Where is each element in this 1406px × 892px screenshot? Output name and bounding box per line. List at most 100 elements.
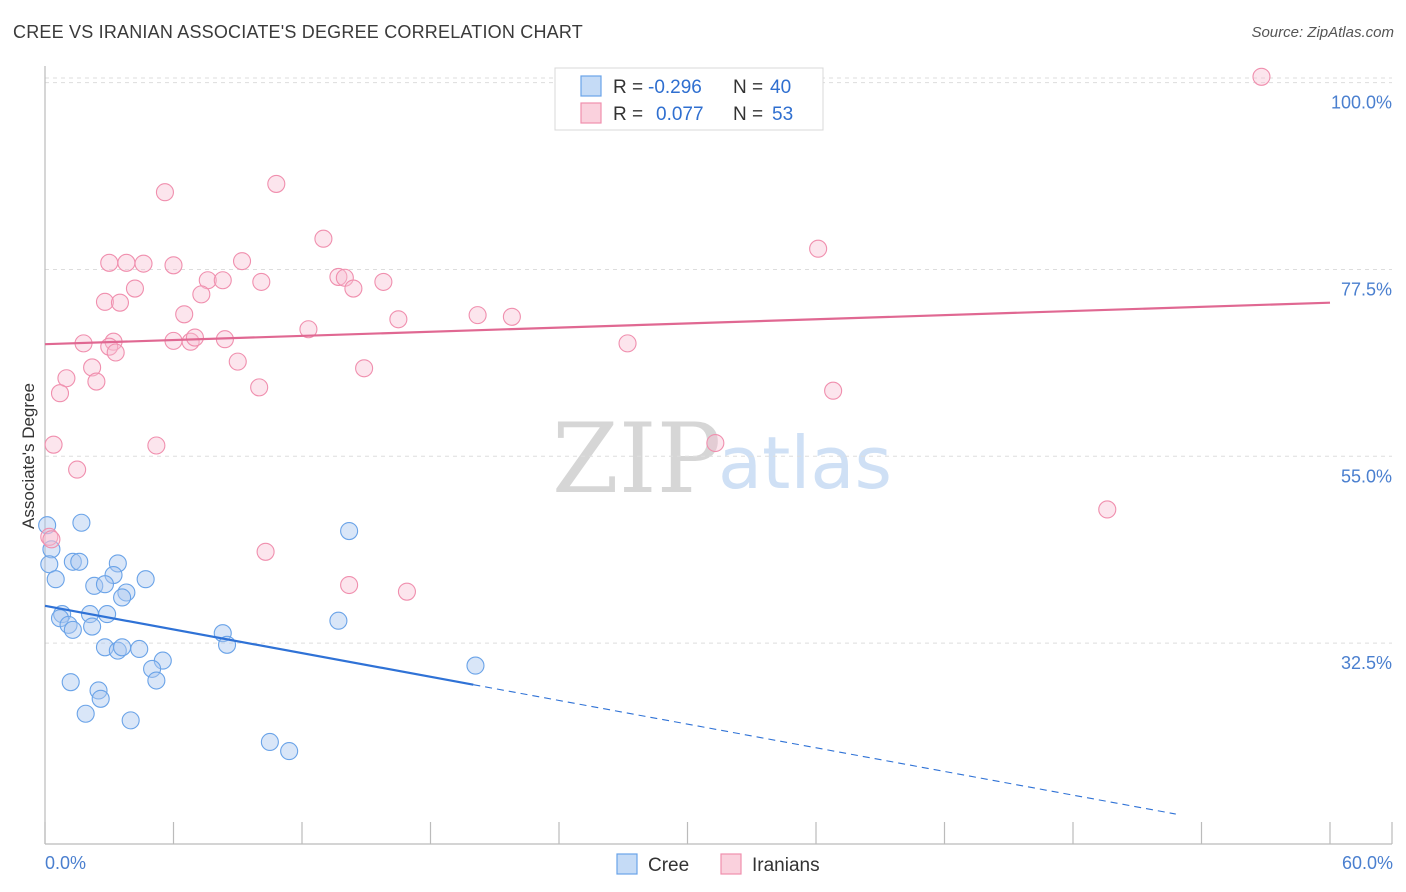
cree-point-0 — [38, 516, 57, 535]
iranians-point-7 — [134, 254, 153, 273]
cree-point-7 — [108, 554, 127, 573]
cree-trend-dashed — [473, 684, 1176, 815]
cree-point-23 — [113, 638, 132, 657]
bottom-legend: Cree Iranians — [616, 853, 820, 876]
iranians-point-38 — [57, 369, 76, 388]
iranians-point-48 — [40, 527, 59, 546]
legend-box: R = -0.296 N = 40 R = 0.077 N = 53 — [554, 67, 824, 131]
bottom-legend-iranians: Iranians — [752, 855, 820, 876]
bottom-legend-swatch-cree — [616, 853, 638, 875]
iranians-point-47 — [1098, 500, 1117, 519]
trend-lines — [44, 301, 1331, 815]
x-tick-label-max: 60.0% — [1342, 853, 1393, 873]
iranians-point-20 — [110, 293, 130, 312]
cree-point-28 — [143, 659, 162, 678]
iranians-point-21 — [175, 305, 194, 324]
cree-point-17 — [63, 620, 82, 639]
axes — [44, 66, 1393, 845]
iranians-point-42 — [824, 381, 843, 400]
cree-point-19 — [83, 617, 102, 636]
y-tick-labels: 32.5% 55.0% 77.5% 100.0% — [1331, 93, 1392, 674]
source-label: Source: ZipAtlas.com — [1251, 24, 1394, 41]
iranians-point-24 — [502, 307, 521, 326]
iranians-point-17 — [125, 279, 144, 298]
iranians-point-16 — [344, 279, 363, 298]
iranians-point-11 — [213, 271, 232, 290]
cree-point-2 — [40, 555, 59, 574]
x-tick-label-min: 0.0% — [45, 853, 86, 873]
iranians-point-13 — [329, 267, 348, 286]
iranians-point-3 — [314, 229, 333, 248]
iranians-point-4 — [809, 239, 828, 258]
cree-point-3 — [46, 570, 65, 589]
cree-point-5 — [63, 552, 82, 571]
cree-point-32 — [91, 689, 110, 708]
iranians-point-12 — [252, 272, 271, 291]
iranians-point-50 — [340, 575, 359, 595]
watermark-atlas: atlas — [718, 421, 892, 505]
cree-point-4 — [72, 513, 91, 532]
legend-cree-r-label: R = — [613, 77, 643, 98]
gridlines — [45, 77, 1392, 644]
iranians-point-46 — [68, 460, 87, 479]
cree-point-33 — [76, 704, 95, 723]
iranians-point-8 — [164, 256, 183, 275]
iranians-point-18 — [192, 285, 211, 304]
x-tick-labels: 0.0% 60.0% — [45, 853, 1393, 873]
iranians-point-33 — [618, 334, 637, 353]
cree-point-24 — [130, 639, 149, 659]
legend-iranians-r-label: R = — [613, 104, 643, 125]
iranians-point-27 — [185, 328, 204, 347]
iranians-point-51 — [397, 582, 416, 601]
cree-point-34 — [121, 711, 140, 730]
iranians-point-23 — [468, 306, 487, 325]
iranians-point-52 — [42, 530, 61, 549]
y-tick-label-3: 100.0% — [1331, 93, 1392, 113]
iranians-point-36 — [355, 359, 374, 378]
legend-cree-r-value: -0.296 — [648, 77, 702, 98]
iranians-trend-line — [44, 301, 1331, 346]
cree-point-38 — [280, 742, 299, 761]
iranians-point-41 — [250, 378, 269, 397]
bottom-legend-swatch-iranians — [720, 853, 742, 875]
iranians-point-44 — [147, 436, 166, 455]
cree-point-37 — [260, 732, 279, 752]
data-points — [38, 67, 1271, 761]
iranians-point-6 — [117, 253, 136, 272]
cree-point-9 — [136, 570, 155, 589]
iranians-point-19 — [95, 292, 115, 311]
iranians-point-35 — [83, 358, 102, 377]
iranians-point-45 — [706, 433, 725, 453]
legend-iranians-n-label: N = — [733, 104, 763, 125]
y-tick-label-0: 32.5% — [1341, 653, 1392, 673]
legend-cree-n-label: N = — [733, 77, 763, 98]
cree-point-35 — [340, 521, 359, 541]
iranians-point-0 — [1252, 67, 1271, 86]
y-axis-title: Associate's Degree — [19, 383, 38, 529]
legend-swatch-iranians — [580, 102, 602, 124]
y-tick-label-1: 55.0% — [1341, 466, 1392, 486]
iranians-point-9 — [232, 252, 252, 271]
iranians-point-15 — [374, 272, 393, 291]
cree-point-30 — [61, 673, 80, 692]
iranians-point-1 — [267, 174, 286, 193]
legend-iranians-r-value: 0.077 — [656, 104, 704, 125]
iranians-point-49 — [256, 542, 275, 561]
iranians-point-39 — [87, 372, 106, 391]
cree-point-11 — [95, 575, 115, 594]
cree-point-39 — [466, 656, 485, 675]
watermark: ZIP atlas — [552, 403, 892, 515]
legend-iranians-n-value: 53 — [772, 104, 793, 125]
cree-point-6 — [70, 552, 89, 571]
chart-title: CREE VS IRANIAN ASSOCIATE'S DEGREE CORRE… — [13, 22, 583, 42]
iranians-point-40 — [50, 384, 70, 403]
cree-point-29 — [147, 671, 166, 690]
iranians-point-22 — [389, 310, 408, 329]
cree-trend-line — [44, 604, 474, 686]
watermark-zip: ZIP — [552, 403, 721, 515]
y-tick-label-2: 77.5% — [1341, 279, 1392, 299]
legend-cree-n-value: 40 — [770, 77, 791, 98]
cree-point-13 — [113, 588, 132, 607]
iranians-point-25 — [299, 320, 318, 339]
